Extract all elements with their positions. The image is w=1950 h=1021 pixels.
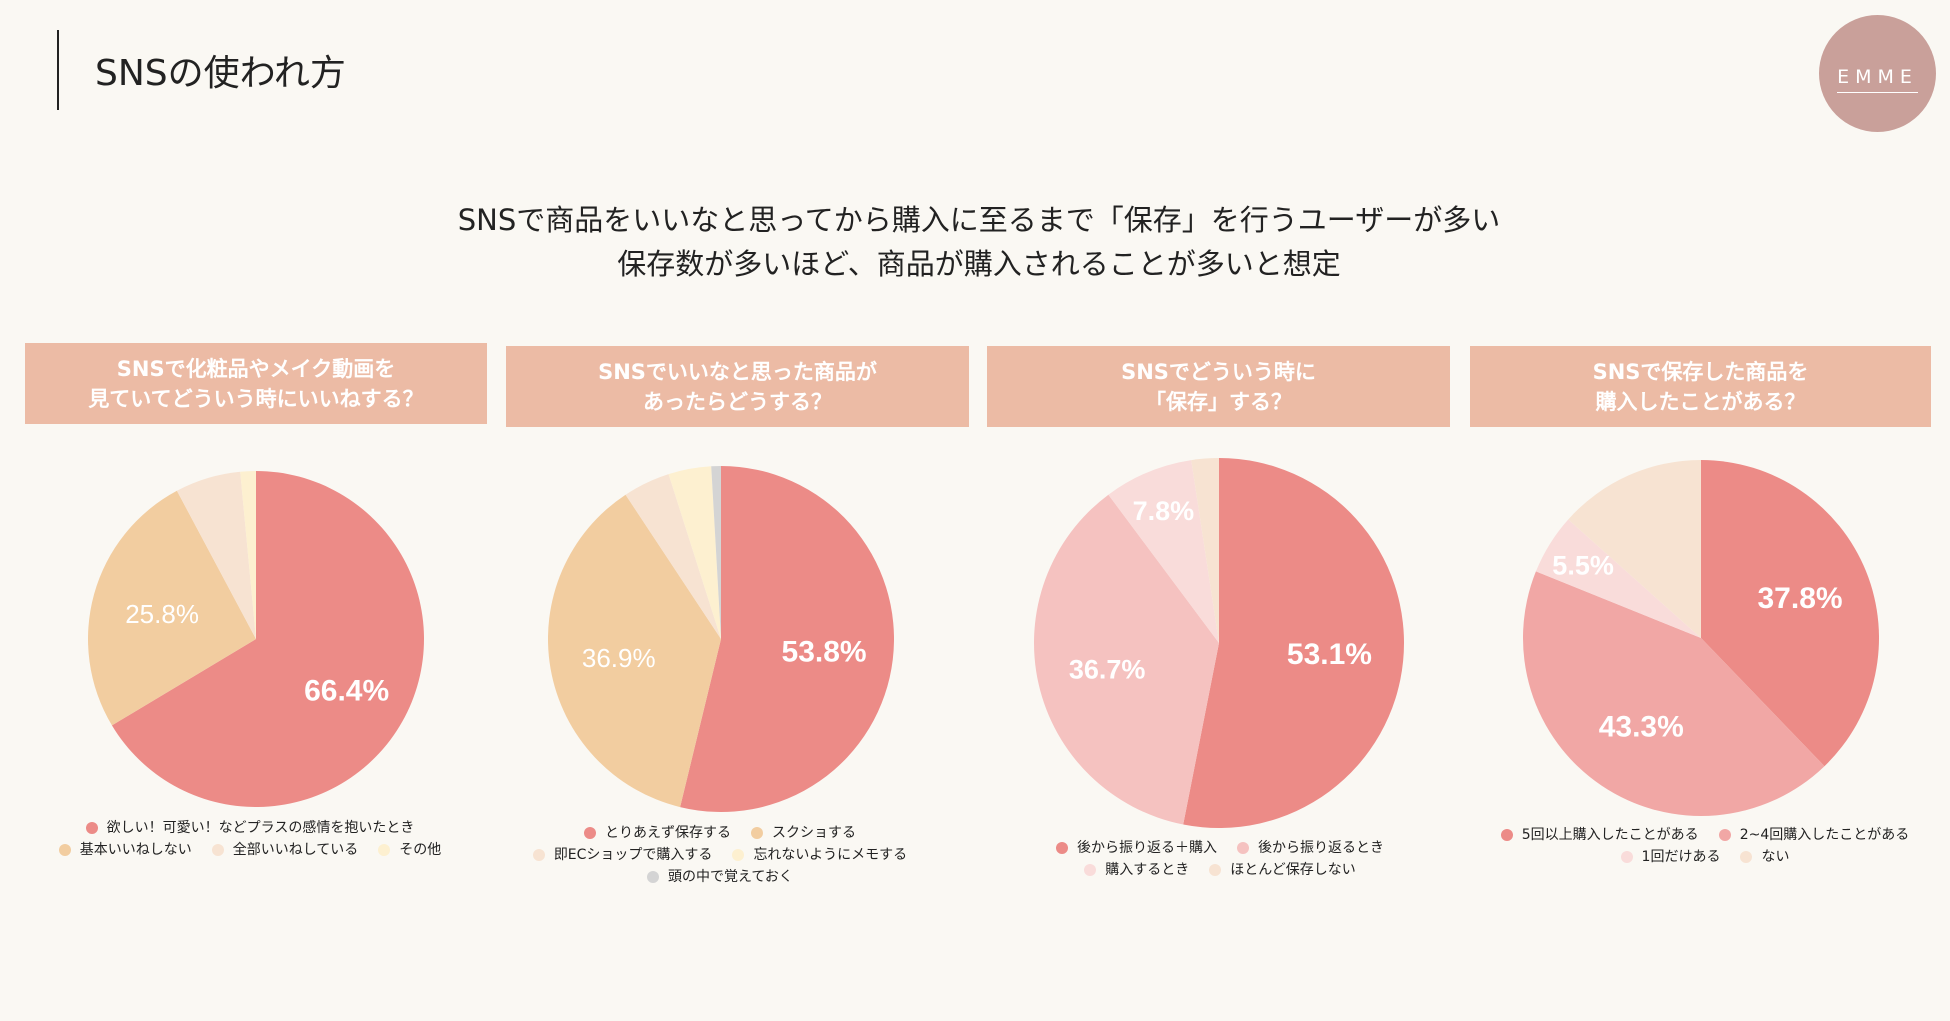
legend-item: 購入するとき: [1084, 860, 1189, 880]
legend-swatch: [1718, 829, 1731, 841]
legend-item: 後から振り返る＋購入: [1056, 838, 1217, 858]
legend-item: ない: [1740, 847, 1789, 867]
pie-slice: [1191, 458, 1219, 643]
legend-2: とりあえず保存する スクショする即ECショップで購入する 忘れないようにメモする頭の…: [490, 823, 950, 889]
legend-label: ない: [1761, 849, 1790, 865]
legend-label: スクショする: [772, 825, 856, 841]
legend-item: 5回以上購入したことがある: [1500, 825, 1699, 845]
legend-label: 基本いいねしない: [79, 842, 192, 858]
data-label: 37.8%: [1758, 582, 1843, 615]
legend-item: 全部いいねしている: [211, 840, 359, 860]
pie-slice: [680, 466, 895, 812]
legend-swatch: [85, 822, 98, 834]
legend-swatch: [1500, 829, 1513, 841]
pie-slice: [1535, 519, 1701, 638]
title-accent-line: [57, 30, 59, 110]
legend-label: 5回以上購入したことがある: [1521, 827, 1699, 843]
legend-item: 頭の中で覚えておく: [647, 867, 793, 887]
pie-slice: [668, 466, 721, 639]
data-label: 25.8%: [125, 599, 199, 629]
legend-label: 即ECショップで購入する: [553, 847, 713, 863]
legend-label: とりあえず保存する: [605, 825, 731, 841]
legend-item: 2~4回購入したことがある: [1718, 825, 1910, 845]
legend-label: 後から振り返る＋購入: [1077, 840, 1217, 856]
legend-swatch: [211, 844, 224, 856]
data-label: 7.8%: [1133, 496, 1195, 526]
legend-swatch: [1084, 864, 1097, 876]
legend-label: ほとんど保存しない: [1230, 862, 1356, 878]
legend-label: 2~4回購入したことがある: [1739, 827, 1910, 843]
pie-slice: [548, 494, 721, 808]
legend-swatch: [1209, 864, 1222, 876]
legend-label: 忘れないようにメモする: [753, 847, 908, 863]
legend-swatch: [732, 849, 745, 861]
legend-swatch: [58, 844, 71, 856]
page-title: SNSの使われ方: [95, 53, 346, 94]
legend-label: 後から振り返るとき: [1258, 840, 1384, 856]
legend-item: スクショする: [751, 823, 856, 843]
legend-item: とりあえず保存する: [584, 823, 731, 843]
pie-slice: [1183, 458, 1404, 828]
legend-item: 欲しい！可愛い！などプラスの感情を抱いたとき: [85, 818, 415, 838]
legend-item: その他: [378, 840, 441, 860]
data-label: 43.3%: [1599, 711, 1684, 744]
data-label: 53.1%: [1287, 638, 1372, 671]
legend-item: 後から振り返るとき: [1237, 838, 1384, 858]
question-header-4: SNSで保存した商品を 購入したことがある？: [1470, 346, 1931, 427]
legend-swatch: [647, 871, 660, 883]
question-header-3: SNSでどういう時に 「保存」する？: [987, 346, 1450, 427]
headline-line-1: SNSで商品をいいなと思ってから購入に至るまで「保存」を行うユーザーが多い: [457, 203, 1501, 237]
legend-swatch: [1237, 842, 1249, 854]
legend-4: 5回以上購入したことがある 2~4回購入したことがある 1回だけある ない: [1480, 825, 1930, 869]
legend-3: 後から振り返る＋購入 後から振り返るとき購入するとき ほとんど保存しない: [1020, 838, 1420, 882]
question-header-2: SNSでいいなと思った商品が あったらどうする？: [506, 346, 969, 427]
legend-label: 欲しい！可愛い！などプラスの感情を抱いたとき: [106, 820, 415, 836]
pie-slice: [1701, 460, 1880, 767]
legend-label: その他: [399, 842, 442, 858]
legend-label: 全部いいねしている: [232, 842, 359, 858]
legend-swatch: [378, 844, 391, 856]
pie-slice: [625, 474, 721, 639]
legend-swatch: [1056, 842, 1068, 854]
pie-slice: [1108, 460, 1219, 643]
data-label: 53.8%: [782, 635, 867, 668]
legend-item: 基本いいねしない: [58, 840, 192, 860]
data-label: 36.7%: [1069, 654, 1146, 684]
question-header-1: SNSで化粧品やメイク動画を 見ていてどういう時にいいねする？: [25, 343, 487, 424]
legend-swatch: [1740, 851, 1753, 863]
pie-slice: [711, 466, 721, 639]
legend-item: 忘れないようにメモする: [732, 845, 907, 865]
pie-slice: [1033, 494, 1219, 825]
pie-slice: [176, 471, 256, 639]
legend-label: 1回だけある: [1641, 849, 1721, 865]
legend-label: 頭の中で覚えておく: [668, 869, 793, 885]
legend-swatch: [1620, 851, 1633, 863]
legend-item: 即ECショップで購入する: [532, 845, 713, 865]
legend-swatch: [532, 849, 545, 861]
pie-slice: [240, 471, 256, 639]
pie-slice: [1568, 460, 1701, 638]
data-label: 66.4%: [304, 674, 389, 707]
data-label: 36.9%: [582, 643, 656, 673]
logo-text: EMME: [1837, 66, 1918, 93]
headline: SNSで商品をいいなと思ってから購入に至るまで「保存」を行うユーザーが多い 保存…: [0, 198, 1950, 286]
pie-slice: [1522, 571, 1825, 817]
data-label: 5.5%: [1552, 551, 1614, 581]
pie-slice: [111, 471, 424, 807]
legend-item: ほとんど保存しない: [1209, 860, 1356, 880]
legend-label: 購入するとき: [1105, 862, 1190, 878]
headline-line-2: 保存数が多いほど、商品が購入されることが多いと想定: [617, 247, 1341, 281]
emme-logo: EMME: [1819, 15, 1936, 132]
legend-item: 1回だけある: [1620, 847, 1721, 867]
legend-swatch: [751, 827, 763, 839]
pie-slice: [87, 490, 256, 726]
legend-swatch: [584, 827, 596, 839]
legend-1: 欲しい！可愛い！などプラスの感情を抱いたとき基本いいねしない 全部いいねしている そ…: [30, 818, 470, 862]
